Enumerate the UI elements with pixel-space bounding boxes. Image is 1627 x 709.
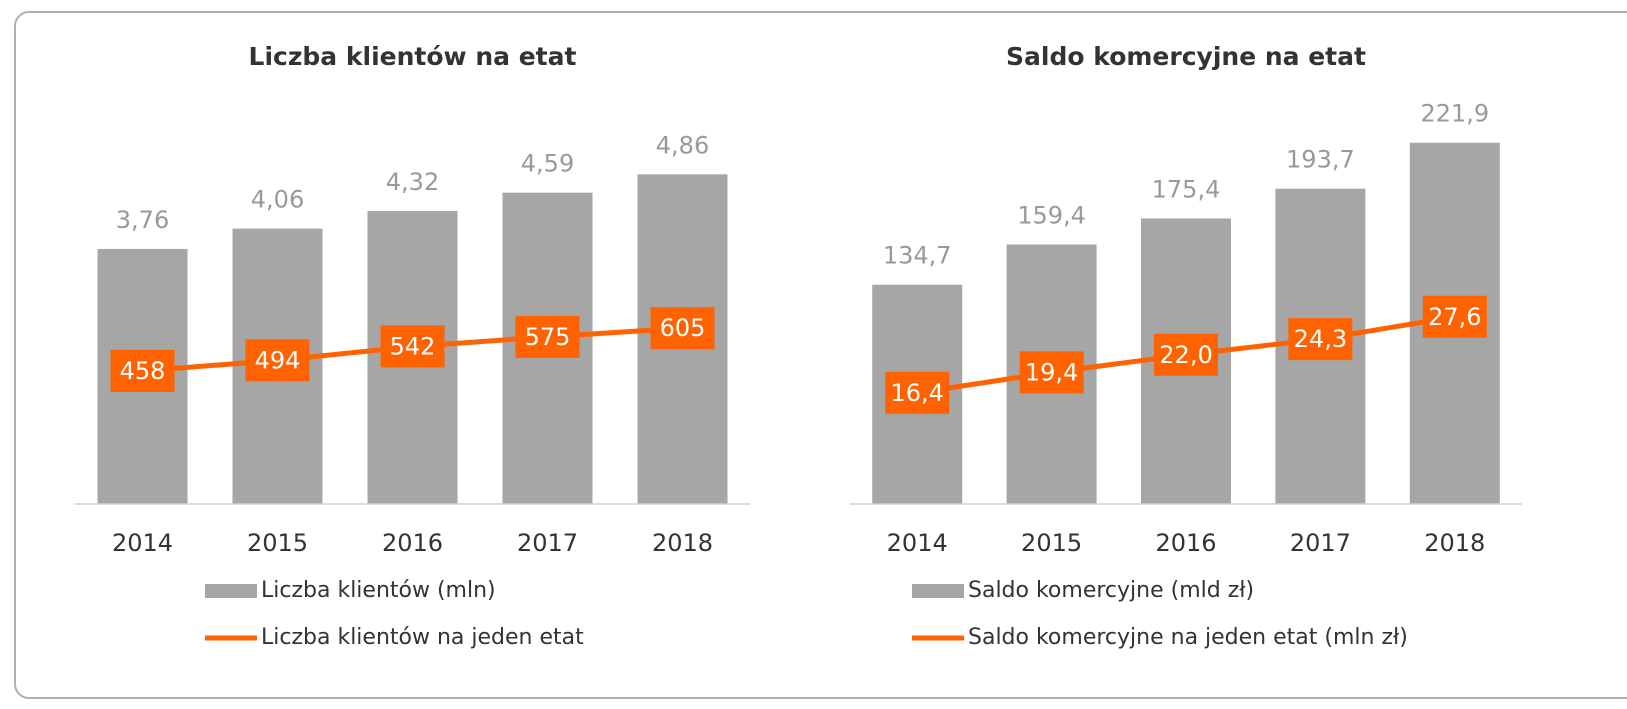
line-point-label-box [1288,318,1353,361]
line-value-label: 494 [255,346,301,374]
x-tick-label: 2017 [1290,529,1351,557]
bar-value-label: 4,59 [521,150,574,178]
x-tick-label: 2016 [382,529,443,557]
legend-label: Liczba klientów (mln) [261,578,496,603]
line-point-label-box [1154,333,1218,376]
x-tick-label: 2018 [1424,529,1485,557]
bar-value-label: 4,32 [386,168,439,196]
legend-label: Liczba klientów na jeden etat [261,625,584,650]
bar-value-label: 221,9 [1420,100,1489,128]
legend-label: Saldo komercyjne (mld zł) [968,578,1254,603]
line-point-label-box [1422,295,1487,338]
bar-value-label: 4,86 [656,131,709,159]
line-value-label: 27,6 [1428,303,1481,331]
line-value-label: 24,3 [1294,325,1347,353]
line-value-label: 19,4 [1025,358,1078,386]
bar-value-label: 4,06 [251,186,304,214]
line-point-label-box [650,307,715,350]
line-value-label: 542 [390,332,436,360]
line-value-label: 575 [525,323,571,351]
line-point-label-box [515,315,580,358]
line-value-label: 605 [660,314,706,342]
bar-value-label: 159,4 [1017,201,1086,229]
line-value-label: 458 [120,357,166,385]
line-point-label-box [380,325,445,368]
chart-title: Saldo komercyjne na etat [1006,42,1366,71]
line-point-label-box [1019,351,1084,394]
bar-value-label: 175,4 [1152,175,1221,203]
x-tick-label: 2016 [1155,529,1216,557]
legend-label: Saldo komercyjne na jeden etat (mln zł) [968,625,1408,650]
legend-swatch [205,584,257,598]
line-point-label-box [885,371,950,414]
line-value-label: 16,4 [890,379,943,407]
chart-title: Liczba klientów na etat [249,42,577,71]
bar-value-label: 134,7 [883,242,952,270]
x-tick-label: 2015 [247,529,308,557]
line-value-label: 22,0 [1159,341,1212,369]
panel-border [14,11,1627,699]
x-tick-label: 2018 [652,529,713,557]
x-tick-label: 2017 [517,529,578,557]
x-tick-label: 2015 [1021,529,1082,557]
bar-value-label: 193,7 [1286,146,1355,174]
bar-value-label: 3,76 [116,206,169,234]
x-tick-label: 2014 [112,529,173,557]
line-point-label-box [245,339,310,382]
legend-swatch [912,584,964,598]
x-tick-label: 2014 [887,529,948,557]
line-point-label-box [110,349,175,392]
